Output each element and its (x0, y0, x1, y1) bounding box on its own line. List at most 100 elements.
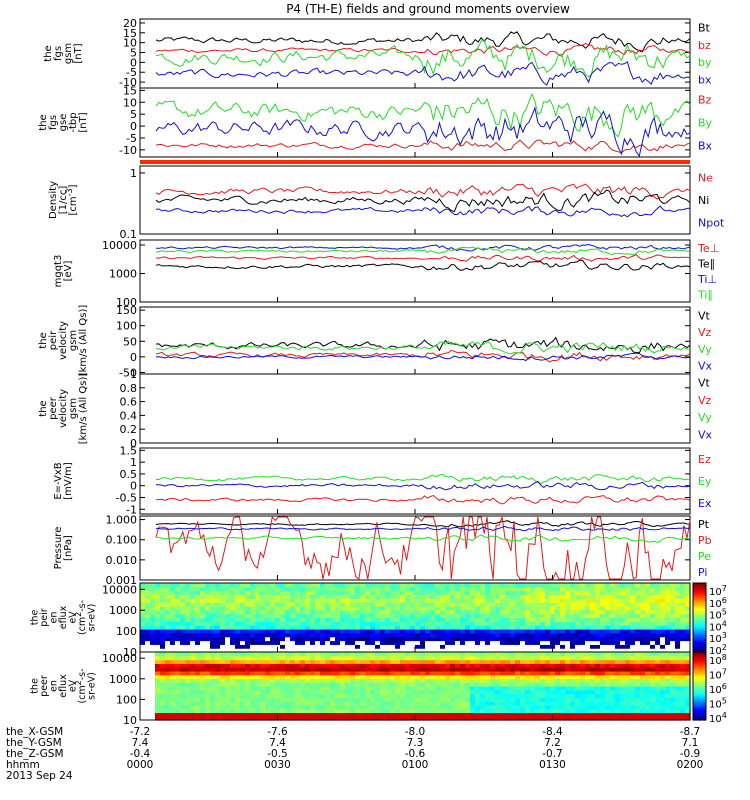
spectrogram-cell (525, 670, 531, 676)
spectrogram-cell (605, 583, 611, 588)
spectrogram-cell (250, 648, 256, 653)
spectrogram-cell (665, 586, 671, 592)
spectrogram-cell (320, 602, 326, 607)
spectrogram-cell (480, 704, 486, 710)
spectrogram-cell (620, 652, 626, 657)
spectrogram-cell (615, 663, 621, 668)
spectrogram-cell (600, 659, 606, 664)
spectrogram-cell (220, 648, 226, 653)
spectrogram-cell (610, 625, 616, 630)
spectrogram-cell (175, 682, 181, 687)
spectrogram-cell (550, 590, 556, 596)
spectrogram-cell (575, 613, 581, 619)
spectrogram-cell (495, 632, 501, 638)
spectrogram-cell (235, 670, 241, 676)
colorbar-cell (693, 624, 706, 627)
colorbar-cell (693, 660, 706, 663)
spectrogram-cell (380, 583, 386, 588)
spectrogram-cell (260, 716, 266, 721)
spectrogram-cell (185, 663, 191, 668)
spectrogram-cell (140, 704, 146, 710)
spectrogram-cell (445, 602, 451, 607)
spectrogram-cell (445, 693, 451, 698)
spectrogram-cell (360, 640, 366, 645)
spectrogram-cell (455, 606, 461, 611)
spectrogram-cell (355, 697, 361, 702)
spectrogram-cell (405, 648, 411, 653)
spectrogram-cell (425, 701, 431, 706)
colorbar-cell (693, 655, 706, 658)
spectrogram-cell (600, 621, 606, 626)
colorbar-cell (693, 633, 706, 636)
spectrogram-cell (200, 663, 206, 668)
spectrogram-cell (160, 648, 166, 653)
spectrogram-cell (255, 590, 261, 596)
spectrogram-cell (640, 704, 646, 710)
spectrogram-cell (265, 652, 271, 657)
spectrogram-cell (345, 697, 351, 702)
spectrogram-cell (295, 636, 301, 642)
spectrogram-cell (270, 704, 276, 710)
spectrogram-cell (225, 659, 231, 664)
spectrogram-cell (140, 712, 146, 717)
spectrogram-cell (325, 598, 331, 603)
spectrogram-cell (250, 602, 256, 607)
spectrogram-cell (560, 670, 566, 676)
spectrogram-cell (525, 602, 531, 607)
legend-bx: bx (698, 73, 712, 86)
spectrogram-cell (540, 644, 546, 649)
spectrogram-cell (590, 606, 596, 611)
spectrogram-cell (260, 652, 266, 657)
spectrogram-cell (510, 701, 516, 706)
spectrogram-cell (275, 689, 281, 695)
spectrogram-cell (235, 674, 241, 680)
spectrogram-cell (220, 598, 226, 603)
spectrogram-cell (545, 682, 551, 687)
spectrogram-cell (225, 629, 231, 634)
spectrogram-cell (445, 609, 451, 615)
spectrogram-cell (195, 644, 201, 649)
spectrogram-cell (320, 674, 326, 680)
spectrogram-cell (200, 640, 206, 645)
spectrogram-cell (375, 636, 381, 642)
spectrogram-cell (310, 606, 316, 611)
spectrogram-cell (670, 674, 676, 680)
spectrogram-cell (395, 621, 401, 626)
spectrogram-cell (635, 697, 641, 702)
spectrogram-cell (605, 689, 611, 695)
spectrogram-cell (400, 663, 406, 668)
spectrogram-cell (640, 632, 646, 638)
spectrogram-cell (380, 704, 386, 710)
spectrogram-cell (365, 621, 371, 626)
spectrogram-cell (450, 667, 456, 672)
spectrogram-cell (265, 701, 271, 706)
spectrogram-cell (370, 590, 376, 596)
spectrogram-cell (270, 586, 276, 592)
spectrogram-cell (220, 617, 226, 622)
spectrogram-cell (190, 704, 196, 710)
spectrogram-cell (425, 697, 431, 702)
spectrogram-cell (440, 625, 446, 630)
x-row-label: the_X-GSM (6, 726, 63, 738)
spectrogram-cell (265, 648, 271, 653)
spectrogram-cell (680, 674, 686, 680)
spectrogram-cell (420, 663, 426, 668)
spectrogram-cell (370, 606, 376, 611)
colorbar-cell (693, 639, 706, 643)
spectrogram-cell (220, 583, 226, 588)
spectrogram-cell (305, 667, 311, 672)
spectrogram-cell (560, 648, 566, 653)
spectrogram-cell (565, 609, 571, 615)
spectrogram-cell (595, 667, 601, 672)
spectrogram-cell (545, 590, 551, 596)
spectrogram-cell (600, 704, 606, 710)
spectrogram-cell (660, 621, 666, 626)
spectrogram-cell (195, 636, 201, 642)
colorbar-cell (693, 626, 706, 629)
spectrogram-cell (205, 701, 211, 706)
spectrogram-cell (615, 629, 621, 634)
spectrogram-cell (430, 701, 436, 706)
spectrogram-cell (420, 701, 426, 706)
spectrogram-cell (370, 693, 376, 698)
spectrogram-cell (295, 689, 301, 695)
